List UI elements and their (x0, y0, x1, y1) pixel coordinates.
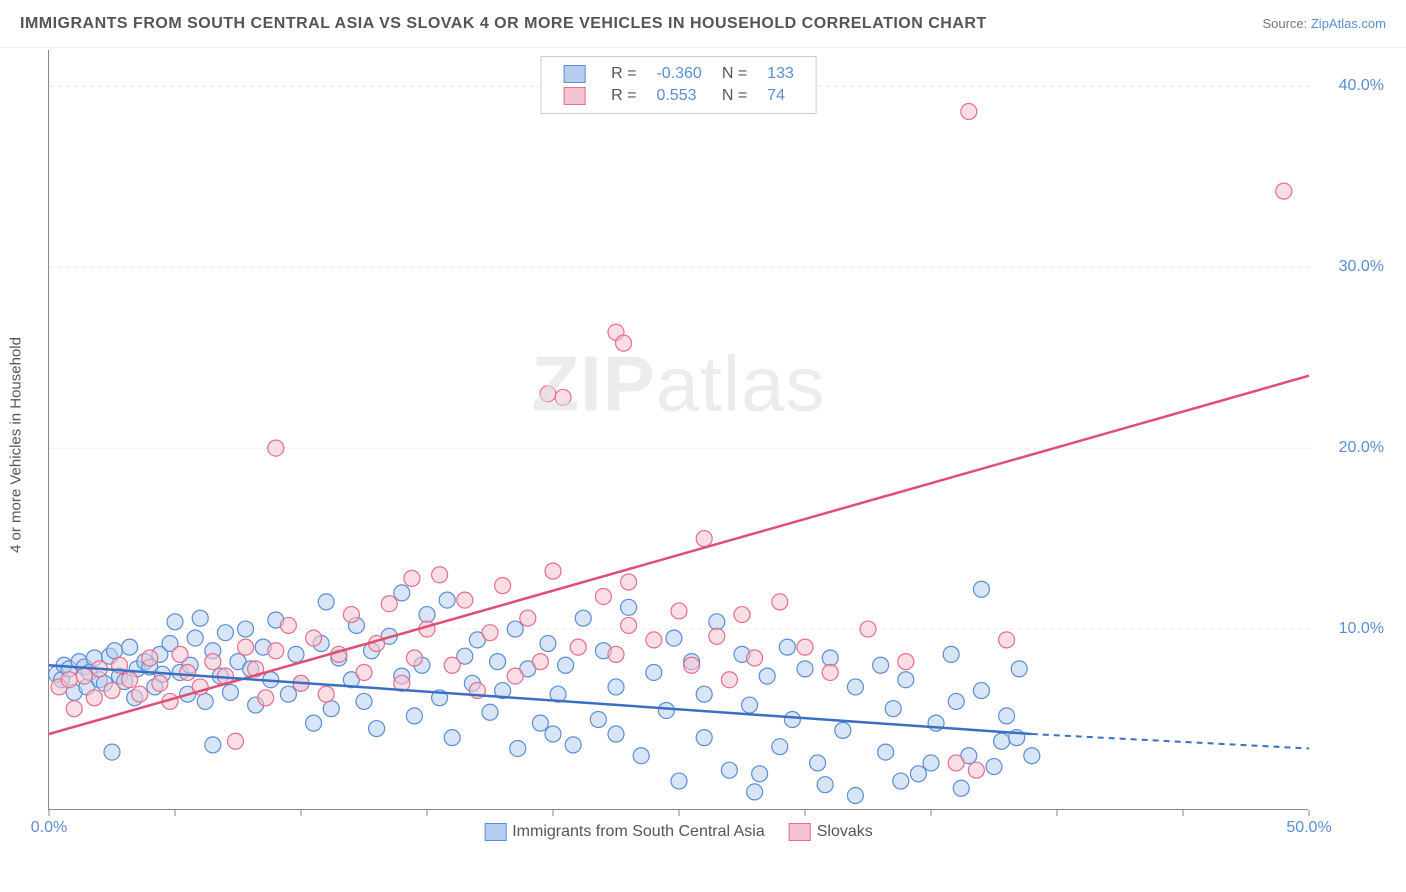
legend-label-series2: Slovaks (817, 823, 873, 840)
y-tick-label: 10.0% (1339, 620, 1384, 638)
y-tick-label: 40.0% (1339, 77, 1384, 95)
header-bar: IMMIGRANTS FROM SOUTH CENTRAL ASIA VS SL… (0, 0, 1406, 48)
swatch-series1 (563, 65, 585, 83)
x-tick-label: 0.0% (31, 819, 67, 837)
y-tick-label: 30.0% (1339, 258, 1384, 276)
plot-svg (49, 50, 1309, 810)
n-value-series2: 74 (757, 85, 804, 107)
n-label: N = (712, 85, 757, 107)
swatch-series1 (484, 823, 506, 841)
r-label: R = (601, 85, 646, 107)
n-value-series1: 133 (757, 63, 804, 85)
y-axis-label: 4 or more Vehicles in Household (8, 337, 25, 553)
source-prefix: Source: (1262, 16, 1310, 31)
swatch-series2 (563, 87, 585, 105)
source-link[interactable]: ZipAtlas.com (1311, 16, 1386, 31)
plot-region: ZIPatlas R = -0.360 N = 133 R = 0.553 N … (48, 50, 1308, 810)
r-label: R = (601, 63, 646, 85)
n-label: N = (712, 63, 757, 85)
series-legend: Immigrants from South Central Asia Slova… (484, 823, 873, 841)
y-tick-label: 20.0% (1339, 439, 1384, 457)
legend-row-series1: R = -0.360 N = 133 (553, 63, 804, 85)
legend-item-series2: Slovaks (789, 823, 873, 841)
legend-row-series2: R = 0.553 N = 74 (553, 85, 804, 107)
legend-label-series1: Immigrants from South Central Asia (512, 823, 765, 840)
chart-title: IMMIGRANTS FROM SOUTH CENTRAL ASIA VS SL… (20, 15, 987, 33)
r-value-series2: 0.553 (646, 85, 711, 107)
r-value-series1: -0.360 (646, 63, 711, 85)
correlation-legend: R = -0.360 N = 133 R = 0.553 N = 74 (540, 56, 817, 114)
source-attribution: Source: ZipAtlas.com (1262, 16, 1386, 31)
legend-item-series1: Immigrants from South Central Asia (484, 823, 765, 841)
swatch-series2 (789, 823, 811, 841)
chart-area: 4 or more Vehicles in Household ZIPatlas… (48, 50, 1394, 840)
x-tick-label: 50.0% (1286, 819, 1331, 837)
